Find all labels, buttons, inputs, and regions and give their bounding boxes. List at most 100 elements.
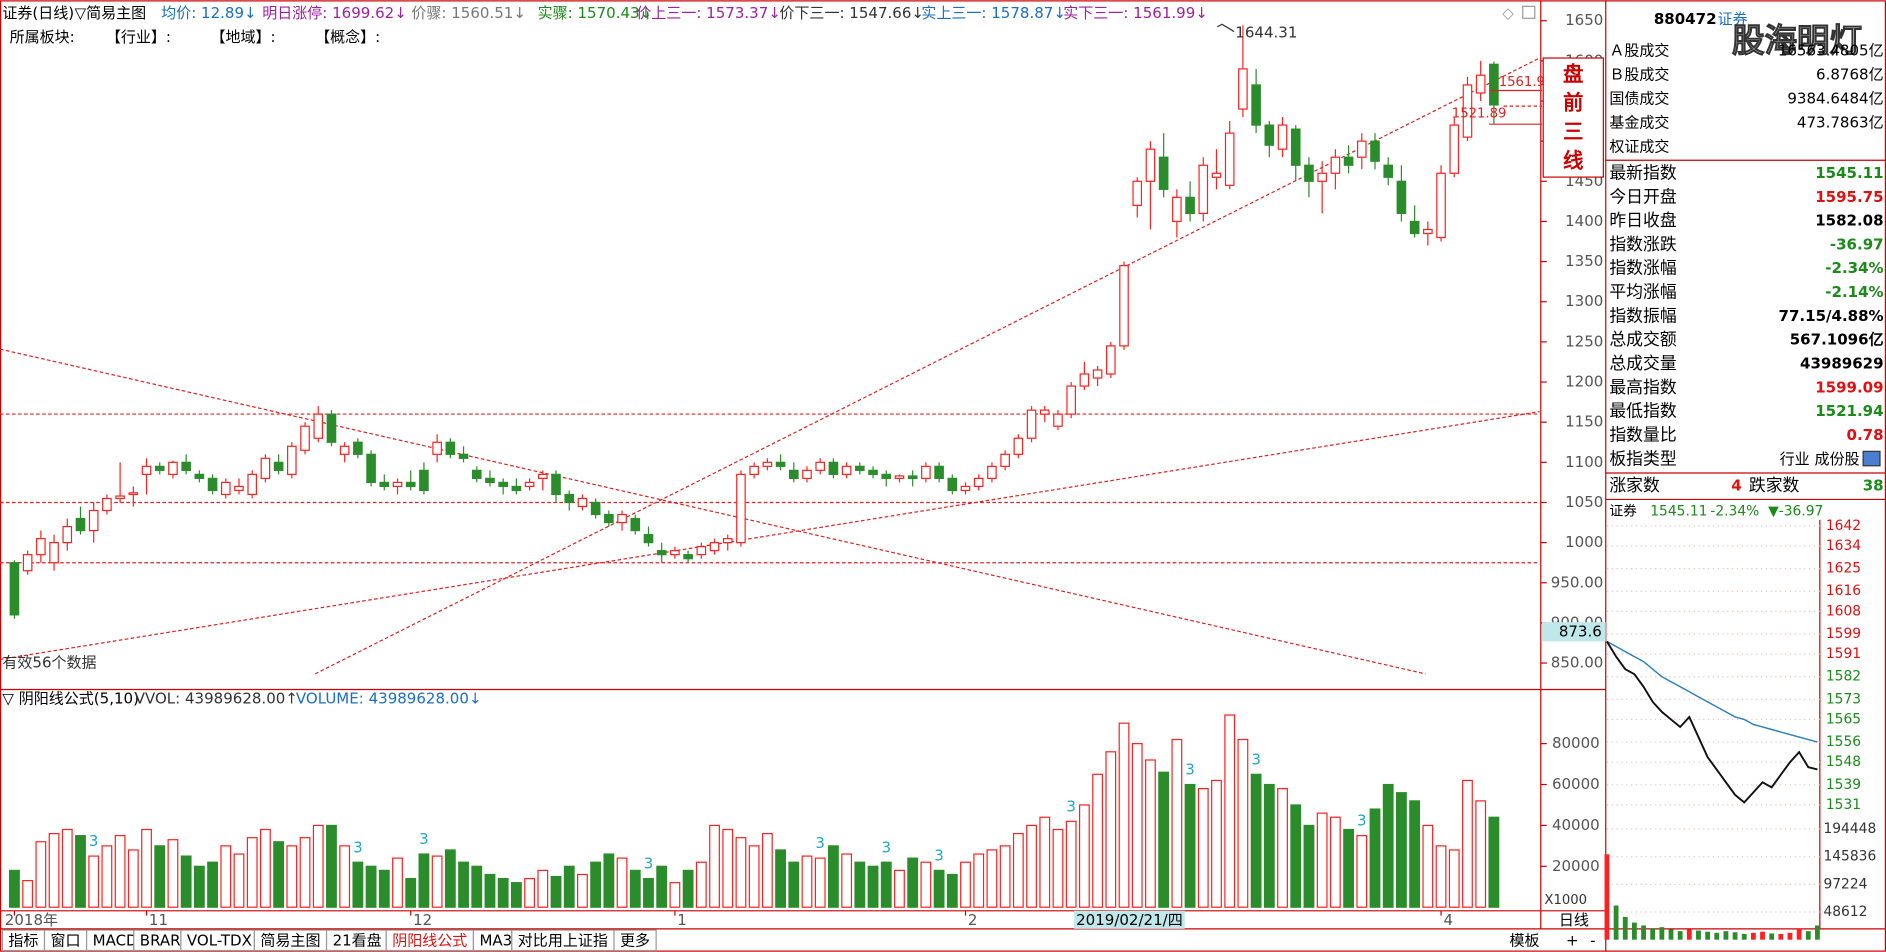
y-tick-label: 1642 <box>1826 518 1861 534</box>
side-label-box <box>1542 57 1604 178</box>
volume-bar <box>590 861 602 908</box>
candle-body <box>339 445 350 455</box>
volume-note: 3 <box>353 838 363 856</box>
volume-bar <box>1435 845 1447 908</box>
volume-bar <box>35 841 47 908</box>
candle-body <box>366 453 376 484</box>
y-tick-label: 1556 <box>1826 734 1861 750</box>
intraday-volume-bar <box>1741 933 1747 940</box>
tab-label[interactable]: 更多 <box>620 931 650 949</box>
y-tick-label: 1150 <box>1565 413 1603 431</box>
note: 有效56个数据 <box>2 654 96 672</box>
volume-bar <box>814 857 826 908</box>
candle-body <box>551 473 561 496</box>
row-value: 6.8768亿 <box>1816 65 1884 83</box>
candle-body <box>1343 156 1354 166</box>
volume-bar <box>312 824 324 908</box>
candle-body <box>498 481 508 488</box>
header: 证券(日线) ▽简易主图 均价: 12.89↓ 明日涨停: 1699.62↓ 价… <box>2 4 1536 46</box>
volume-bar <box>1382 783 1394 908</box>
candle-body <box>1158 156 1169 190</box>
tab[interactable] <box>613 929 657 952</box>
tab-label[interactable]: BRAR <box>140 931 181 949</box>
volume-note: 3 <box>89 832 99 850</box>
candle-body <box>22 554 33 572</box>
zoom-in[interactable]: + <box>1566 931 1579 949</box>
volume-bar <box>444 849 456 908</box>
candle-body <box>630 517 641 532</box>
candle-body <box>894 475 905 479</box>
volume-bar <box>1237 738 1249 908</box>
trend-line <box>0 348 1426 675</box>
tab-label[interactable]: 阴阳线公式 <box>392 931 467 949</box>
tab-label[interactable]: 窗口 <box>51 931 81 949</box>
volume-bar <box>1197 788 1209 908</box>
volume-bar <box>1316 812 1328 908</box>
y-tick-label: 97224 <box>1823 876 1867 892</box>
candle-body <box>405 481 416 488</box>
volume-bar <box>48 832 60 908</box>
icon[interactable]: ◇ <box>1502 4 1514 22</box>
sector-label: 所属板块: <box>10 28 75 46</box>
candle-body <box>1330 156 1341 174</box>
candle-body <box>181 461 191 471</box>
watermark: 股海明灯 <box>1732 21 1862 59</box>
candle-body <box>775 461 786 467</box>
intraday-volume-bar <box>1677 931 1683 940</box>
volume-bar <box>193 865 205 908</box>
volume-bar <box>352 861 364 908</box>
template-button[interactable]: 模板 <box>1510 931 1540 949</box>
y-tick-label: 1634 <box>1826 538 1861 554</box>
y-tick-label: 950.00 <box>1551 573 1604 591</box>
tab-label[interactable]: 对比用上证指 <box>518 931 608 949</box>
intraday-volume-bar <box>1760 931 1765 940</box>
volume-bar <box>973 853 985 908</box>
intraday-volume-bar <box>1650 928 1656 940</box>
volume-bar <box>695 861 707 908</box>
header-item: 实下三一: 1561.99↓ <box>1063 4 1208 22</box>
y-tick-label: 1548 <box>1826 754 1861 770</box>
candle-body <box>115 495 125 500</box>
trend-line <box>0 411 1540 661</box>
period-button[interactable]: 日线 <box>1559 911 1589 929</box>
header-item: 明日涨停: 1699.62↓ <box>262 4 407 22</box>
zoom-out[interactable]: - <box>1590 931 1595 949</box>
volume-bar <box>1052 828 1064 908</box>
candle-body <box>973 477 984 488</box>
row-value: 1595.75 <box>1815 188 1883 206</box>
row-label: 最高指数 <box>1609 377 1676 397</box>
intraday-volume-bar <box>1750 932 1756 940</box>
candle-body <box>709 542 720 552</box>
volume-bar <box>960 861 971 908</box>
candle-body <box>643 533 654 544</box>
icon[interactable] <box>1522 5 1536 19</box>
intraday-volume-bar <box>1778 933 1784 940</box>
row-value: 1582.08 <box>1815 212 1883 230</box>
tab-label[interactable]: 指标 <box>8 931 38 949</box>
volume-bar <box>273 841 285 908</box>
tab-label[interactable]: MACD <box>93 931 138 949</box>
volume-bar <box>392 857 403 908</box>
volume-bar <box>1409 800 1421 908</box>
tab-label[interactable]: VOL-TDX <box>187 931 252 949</box>
tab-label[interactable]: 简易主图 <box>260 931 320 949</box>
volume-bar <box>775 849 786 908</box>
tab-label[interactable]: 21看盘 <box>333 931 382 949</box>
candle-body <box>736 473 746 544</box>
volume-bar <box>946 873 958 908</box>
tab-label[interactable]: MA3 <box>479 931 512 949</box>
sector-label: 【概念】: <box>315 28 380 46</box>
volume-bar <box>1263 783 1275 908</box>
intraday-avg-line <box>1606 640 1818 743</box>
header-item: 实上三一: 1578.87↓ <box>921 4 1066 22</box>
candle-body <box>392 481 403 488</box>
volume-bar <box>1105 751 1117 908</box>
row-label: 指数振幅 <box>1609 305 1676 325</box>
intraday-volume-bar <box>1686 929 1692 940</box>
volume-bar <box>880 861 892 908</box>
volume-note: 3 <box>1357 812 1367 830</box>
y-tick-label: 1599 <box>1826 626 1861 642</box>
candle-body <box>141 465 152 475</box>
